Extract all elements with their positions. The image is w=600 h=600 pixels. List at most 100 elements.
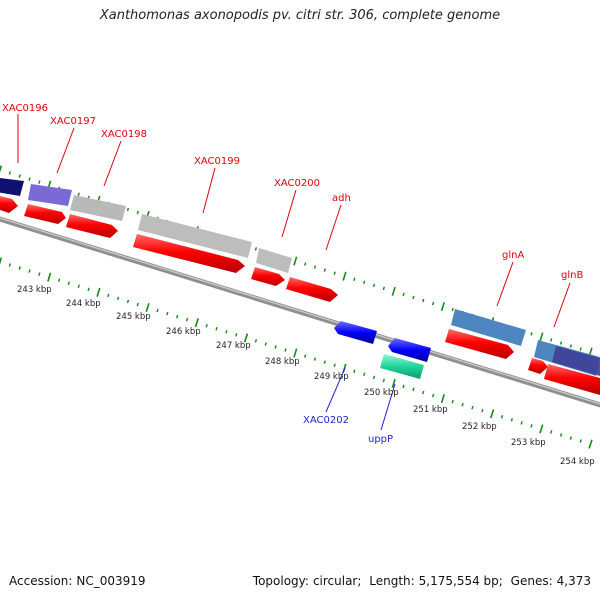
backbone-highlight xyxy=(0,217,600,405)
inner-tick xyxy=(57,278,61,282)
inner-tick xyxy=(205,323,208,328)
kbp-scale: 243 kbp 244 kbp 245 kbp 246 kbp 247 kbp … xyxy=(17,285,595,467)
inner-tick xyxy=(264,342,267,346)
gene-label-XAC0199[interactable]: XAC0199 xyxy=(194,156,240,167)
kbp-label-250: 250 kbp xyxy=(364,388,399,398)
inner-tick xyxy=(18,266,21,270)
inner-tick xyxy=(353,369,356,373)
inner-tick xyxy=(87,287,90,292)
accession-info: Accession: NC_003919 xyxy=(9,574,146,588)
accession-value: NC_003919 xyxy=(76,574,146,588)
outer-tick xyxy=(0,165,3,173)
inner-tick xyxy=(136,302,139,307)
inner-tick xyxy=(530,424,533,428)
gene-label-XAC0202[interactable]: XAC0202 xyxy=(303,415,349,426)
outer-tick xyxy=(38,180,41,184)
inner-tick xyxy=(96,287,101,297)
outer-tick xyxy=(353,277,356,281)
leader-XAC0198 xyxy=(103,140,122,187)
inner-tick xyxy=(481,408,484,413)
feature-box-overlap[interactable] xyxy=(552,346,600,376)
inner-tick xyxy=(431,393,435,398)
arrow-glnA[interactable] xyxy=(445,329,514,359)
leader-XAC0200 xyxy=(281,189,297,238)
inner-tick xyxy=(225,330,228,334)
length-label: Length: xyxy=(369,574,415,588)
inner-tick xyxy=(461,402,464,407)
feature-box-glnA[interactable] xyxy=(451,309,526,346)
feature-box-XAC0198[interactable] xyxy=(70,195,126,221)
genes-label: Genes: xyxy=(510,574,553,588)
gene-label-XAC0196[interactable]: XAC0196 xyxy=(2,103,48,114)
gene-label-XAC0197[interactable]: XAC0197 xyxy=(50,116,96,127)
inner-tick xyxy=(490,409,495,419)
inner-tick xyxy=(176,314,179,319)
inner-tick xyxy=(363,372,366,377)
kbp-label-243: 243 kbp xyxy=(17,285,52,295)
inner-tick xyxy=(243,333,249,343)
leader-XAC0197 xyxy=(56,127,75,174)
map-title: Xanthomonas axonopodis pv. citri str. 30… xyxy=(99,8,501,23)
arrow-XAC0197[interactable] xyxy=(24,204,66,224)
outer-tick xyxy=(431,301,435,306)
arrow-adh[interactable] xyxy=(286,277,338,302)
inner-tick xyxy=(579,439,582,443)
feature-box-XAC0199[interactable] xyxy=(138,214,252,258)
inner-tick xyxy=(559,433,563,437)
arrow-uppP[interactable] xyxy=(380,354,424,379)
kbp-label-245: 245 kbp xyxy=(116,312,151,322)
kbp-label-253: 253 kbp xyxy=(511,438,546,448)
leader-uppP xyxy=(380,383,396,431)
outer-tick xyxy=(254,247,258,251)
arrow-reverse-next[interactable] xyxy=(388,338,431,362)
gene-label-adh[interactable]: adh xyxy=(332,193,351,204)
inner-tick xyxy=(215,327,218,331)
inner-tick xyxy=(185,317,189,322)
inner-tick xyxy=(391,378,396,388)
outer-tick xyxy=(126,207,130,212)
arrow-glnB[interactable] xyxy=(528,358,548,374)
arrow-reverse-XAC0202[interactable] xyxy=(334,321,377,344)
outer-tick xyxy=(313,265,317,269)
gene-label-XAC0200[interactable]: XAC0200 xyxy=(274,178,320,189)
inner-tick xyxy=(0,257,3,265)
inner-tick xyxy=(293,348,298,358)
arrow-XAC0196[interactable] xyxy=(0,196,18,213)
gene-label-glnA[interactable]: glnA xyxy=(502,250,524,261)
gene-label-glnB[interactable]: glnB xyxy=(561,270,583,281)
arrow-glnB-next[interactable] xyxy=(544,364,600,395)
outer-tick xyxy=(342,271,347,281)
inner-tick xyxy=(382,378,385,383)
inner-tick xyxy=(274,345,277,349)
topology-value: circular; xyxy=(312,574,362,588)
inner-tick-track xyxy=(0,257,593,449)
outer-tick xyxy=(8,171,11,175)
outer-tick xyxy=(550,338,553,342)
arrow-XAC0199[interactable] xyxy=(133,234,245,273)
arrow-XAC0200[interactable] xyxy=(251,267,285,286)
inner-tick xyxy=(569,436,573,440)
inner-tick xyxy=(402,384,405,389)
inner-tick xyxy=(116,296,120,301)
inner-tick xyxy=(323,360,326,364)
outer-tick xyxy=(28,177,31,181)
arrow-XAC0198[interactable] xyxy=(66,214,118,238)
outer-tick xyxy=(569,344,573,348)
leader-adh xyxy=(325,204,342,251)
feature-box-XAC0197[interactable] xyxy=(28,184,72,206)
feature-box-XAC0196[interactable] xyxy=(0,178,24,196)
inner-tick xyxy=(510,418,513,422)
feature-box-XAC0200[interactable] xyxy=(256,248,292,273)
leader-lines xyxy=(17,114,571,431)
kbp-label-254: 254 kbp xyxy=(560,457,595,467)
inner-tick xyxy=(471,405,474,410)
inner-tick xyxy=(38,272,41,276)
outer-tick xyxy=(440,302,445,312)
inner-tick xyxy=(8,263,11,267)
outer-tick xyxy=(530,332,533,336)
gene-label-uppP[interactable]: uppP xyxy=(368,434,393,445)
outer-tick xyxy=(412,295,415,300)
inner-tick xyxy=(500,414,504,419)
kbp-label-247: 247 kbp xyxy=(216,341,251,351)
gene-label-XAC0198[interactable]: XAC0198 xyxy=(101,129,147,140)
